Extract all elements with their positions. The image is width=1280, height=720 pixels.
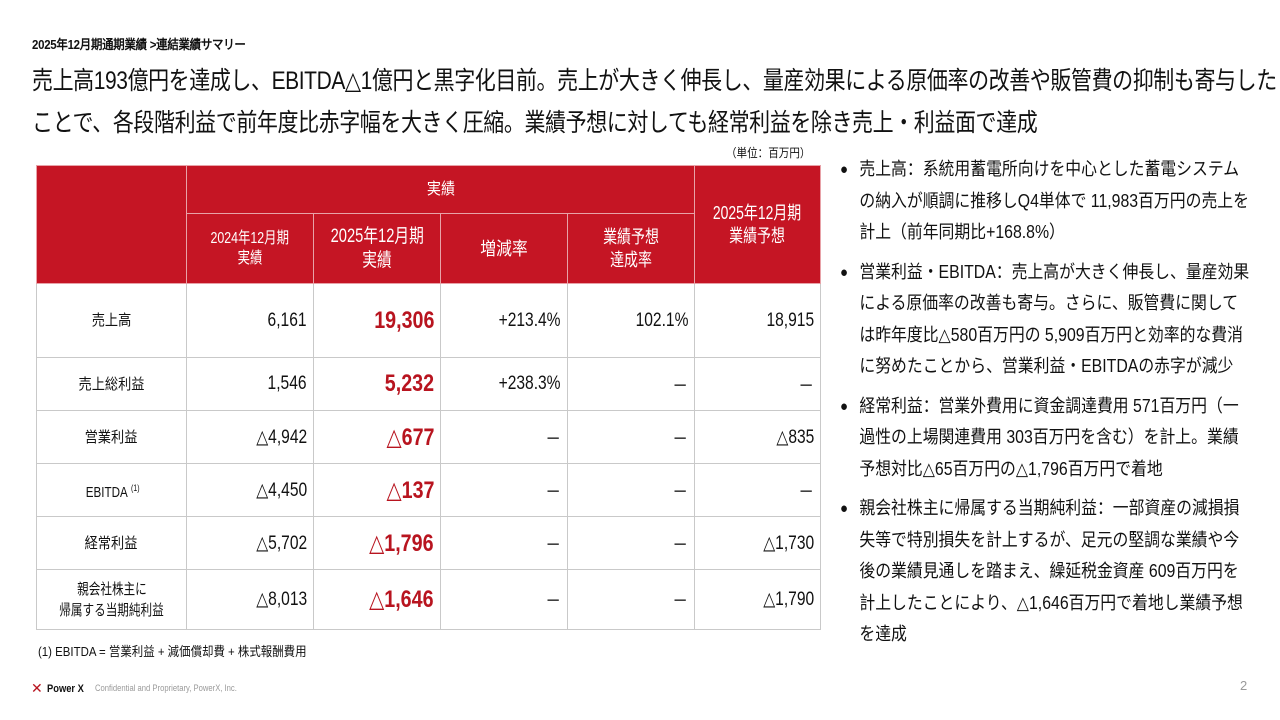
row-label: 親会社株主に 帰属する当期純利益	[36, 569, 187, 630]
cell-forecast: △1,730	[694, 516, 822, 570]
cell-fy2025: 5,232	[313, 357, 441, 411]
table-row-ordinary-income: 経常利益 △5,702 △1,796 － － △1,730	[36, 516, 822, 570]
breadcrumb: 2025年12月期通期業績 >連結業績サマリー	[32, 37, 246, 52]
cell-fy2025: △1,646	[313, 569, 441, 630]
x-icon: ✕	[31, 680, 43, 696]
cell-fy2025: △677	[313, 410, 441, 464]
table-row-revenue: 売上高 6,161 19,306 +213.4% 102.1% 18,915	[36, 283, 822, 358]
list-item: ● 親会社株主に帰属する当期純利益：一部資産の減損損失等で特別損失を計上するが、…	[840, 493, 1254, 651]
bullet-icon: ●	[840, 161, 848, 178]
headline-line-2: ことで、各段階利益で前年度比赤字幅を大きく圧縮。業績予想に対しても経常利益を除き…	[32, 109, 1038, 137]
page-title: 売上高193億円を達成し、EBITDA△1億円と黒字化目前。売上が大きく伸長し、…	[32, 60, 1277, 144]
cell-fy2024: △4,450	[186, 463, 314, 517]
page-number: 2	[1240, 678, 1248, 693]
row-label: EBITDA (1)	[36, 463, 187, 517]
cell-achievement: －	[566, 463, 696, 517]
footer-logo: ✕ Power X	[31, 680, 90, 697]
row-label: 経常利益	[36, 516, 187, 570]
row-label: 売上総利益	[36, 357, 187, 411]
bullet-icon: ●	[840, 397, 848, 415]
cell-forecast: △1,790	[694, 569, 822, 630]
list-item: ● 営業利益・EBITDA：売上高が大きく伸長し、量産効果による原価率の改善も寄…	[840, 257, 1254, 383]
cell-fy2024: △4,942	[186, 410, 314, 464]
cell-change: －	[440, 516, 568, 570]
cell-forecast: －	[694, 357, 822, 411]
cell-change: －	[440, 463, 568, 517]
headline-line-1: 売上高193億円を達成し、EBITDA△1億円と黒字化目前。売上が大きく伸長し、…	[32, 67, 1277, 95]
bullet-icon: ●	[840, 500, 848, 517]
cell-change: +238.3%	[440, 357, 568, 411]
table-row-operating-income: 営業利益 △4,942 △677 － － △835	[36, 410, 822, 464]
confidential-notice: Confidential and Proprietary, PowerX, In…	[95, 683, 237, 693]
table-row-net-income: 親会社株主に 帰属する当期純利益 △8,013 △1,646 － － △1,790	[36, 569, 822, 630]
cell-fy2024: △5,702	[186, 516, 314, 570]
header-change-rate: 増減率	[440, 213, 568, 284]
row-label: 営業利益	[36, 410, 187, 464]
cell-achievement: －	[566, 410, 696, 464]
unit-label: （単位：百万円）	[726, 146, 811, 160]
cell-change: －	[440, 569, 568, 630]
header-fy2024-actual: 2024年12月期 実績	[186, 213, 314, 284]
cell-achievement: －	[566, 569, 696, 630]
cell-change: +213.4%	[440, 283, 568, 358]
cell-fy2025: △137	[313, 463, 441, 517]
brand-name: Power X	[46, 682, 84, 695]
header-actual-group: 実績	[185, 165, 696, 214]
cell-forecast: △835	[694, 410, 822, 464]
cell-fy2024: 1,546	[186, 357, 314, 411]
cell-forecast: －	[694, 463, 822, 517]
cell-change: －	[440, 410, 568, 464]
header-blank	[36, 165, 187, 284]
header-fy2025-actual: 2025年12月期 実績	[313, 213, 441, 284]
table-row-ebitda: EBITDA (1) △4,450 △137 － － －	[36, 463, 822, 517]
list-item: ● 売上高：系統用蓄電所向けを中心とした蓄電システムの納入が順調に推移しQ4単体…	[840, 154, 1254, 249]
cell-achievement: －	[566, 516, 696, 570]
header-forecast: 2025年12月期 業績予想	[694, 165, 822, 284]
cell-fy2024: △8,013	[186, 569, 314, 630]
cell-achievement: －	[566, 357, 696, 411]
table-row-gross-profit: 売上総利益 1,546 5,232 +238.3% － －	[36, 357, 822, 411]
footnote: (1) EBITDA = 営業利益 + 減価償却費 + 株式報酬費用	[38, 644, 307, 659]
bullet-icon: ●	[840, 263, 848, 281]
footnote-marker: (1)	[131, 482, 140, 493]
cell-forecast: 18,915	[694, 283, 822, 358]
cell-fy2025: △1,796	[313, 516, 441, 570]
header-achievement-rate: 業績予想 達成率	[566, 213, 696, 284]
list-item: ● 経常利益：営業外費用に資金調達費用 571百万円（一過性の上場関連費用 30…	[840, 391, 1254, 486]
cell-fy2025: 19,306	[313, 283, 441, 358]
row-label: 売上高	[36, 283, 187, 358]
cell-achievement: 102.1%	[566, 283, 696, 358]
commentary-list: ● 売上高：系統用蓄電所向けを中心とした蓄電システムの納入が順調に推移しQ4単体…	[840, 154, 1254, 659]
cell-fy2024: 6,161	[186, 283, 314, 358]
financial-summary-table: 実績 2025年12月期 業績予想 2024年12月期 実績 2025年12月期 実績…	[36, 165, 822, 630]
